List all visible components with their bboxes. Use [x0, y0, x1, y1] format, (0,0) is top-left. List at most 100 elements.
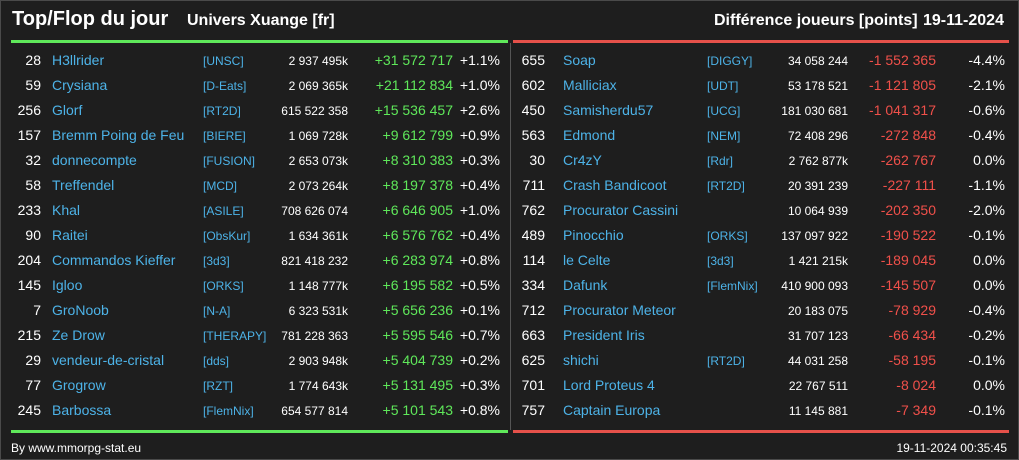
player-name-link[interactable]: Grogrow	[52, 377, 106, 393]
points-cell: 2 937 495k	[288, 54, 348, 68]
points-cell: 1 069 728k	[288, 129, 348, 143]
percent-cell: +0.8%	[459, 252, 500, 268]
player-name-link[interactable]: Edmond	[563, 127, 616, 143]
alliance-tag-link[interactable]: [Rdr]	[707, 154, 734, 168]
player-name-link[interactable]: President Iris	[563, 327, 645, 343]
diff-cell: -227 111	[882, 177, 936, 193]
diff-cell: +5 131 495	[382, 377, 453, 393]
diff-cell: +5 404 739	[382, 352, 453, 368]
flop-row: 711 Crash Bandicoot [RT2D] 20 391 239 -227 1…	[511, 173, 1018, 198]
rank-cell: 145	[17, 277, 41, 293]
player-name-link[interactable]: Captain Europa	[563, 402, 661, 418]
alliance-tag-link[interactable]: [ORKS]	[203, 279, 244, 293]
points-cell: 2 073 264k	[288, 179, 348, 193]
diff-cell: +31 572 717	[374, 52, 453, 68]
player-name-link[interactable]: Lord Proteus 4	[563, 377, 655, 393]
alliance-tag-link[interactable]: [D-Eats]	[203, 79, 247, 93]
rank-cell: 90	[25, 227, 41, 243]
top-row: 59 Crysiana [D-Eats] 2 069 365k +21 112 834 +…	[1, 73, 510, 98]
top-row: 28 H3llrider [UNSC] 2 937 495k +31 572 717 +1…	[1, 48, 510, 73]
alliance-tag-link[interactable]: [ORKS]	[707, 229, 748, 243]
player-name-link[interactable]: Pinocchio	[563, 227, 624, 243]
percent-cell: -2.1%	[968, 77, 1005, 93]
player-name-link[interactable]: Glorf	[52, 102, 83, 118]
percent-cell: +0.1%	[459, 302, 500, 318]
player-name-link[interactable]: le Celte	[563, 252, 611, 268]
diff-cell: +21 112 834	[375, 77, 453, 93]
player-name-link[interactable]: Ze Drow	[52, 327, 105, 343]
alliance-tag-link[interactable]: [3d3]	[707, 254, 734, 268]
player-name-link[interactable]: Cr4zY	[563, 152, 602, 168]
alliance-tag-link[interactable]: [MCD]	[203, 179, 237, 193]
top-accent-bar-bottom	[11, 430, 508, 433]
alliance-tag-link[interactable]: [N-A]	[203, 304, 231, 318]
player-name-link[interactable]: Crysiana	[52, 77, 108, 93]
diff-cell: -189 045	[880, 252, 936, 268]
points-cell: 2 069 365k	[288, 79, 348, 93]
player-name-link[interactable]: H3llrider	[52, 52, 105, 68]
alliance-tag-link[interactable]: [ObsKur]	[203, 229, 251, 243]
points-cell: 20 391 239	[787, 179, 848, 193]
alliance-tag-link[interactable]: [FlemNix]	[203, 404, 254, 418]
player-name-link[interactable]: vendeur-de-cristal	[52, 352, 165, 368]
player-name-link[interactable]: shichi	[563, 352, 599, 368]
percent-cell: -0.1%	[968, 227, 1005, 243]
alliance-tag-link[interactable]: [BIERE]	[203, 129, 246, 143]
player-name-link[interactable]: Barbossa	[52, 402, 112, 418]
alliance-tag-link[interactable]: [FlemNix]	[707, 279, 758, 293]
alliance-tag-link[interactable]: [THERAPY]	[203, 329, 267, 343]
points-cell: 10 064 939	[787, 204, 848, 218]
percent-cell: +0.3%	[459, 152, 500, 168]
percent-cell: +0.8%	[459, 402, 500, 418]
diff-cell: +6 576 762	[382, 227, 453, 243]
rank-cell: 204	[17, 252, 41, 268]
diff-cell: -58 195	[888, 352, 936, 368]
rank-cell: 602	[521, 77, 545, 93]
player-name-link[interactable]: Treffendel	[52, 177, 115, 193]
alliance-tag-link[interactable]: [UDT]	[707, 79, 739, 93]
alliance-tag-link[interactable]: [RT2D]	[707, 354, 745, 368]
player-name-link[interactable]: Soap	[563, 52, 596, 68]
player-name-link[interactable]: Raitei	[52, 227, 88, 243]
player-name-link[interactable]: GroNoob	[52, 302, 109, 318]
top-row: 58 Treffendel [MCD] 2 073 264k +8 197 378 +0.…	[1, 173, 510, 198]
column-divider	[510, 43, 511, 430]
points-cell: 34 058 244	[787, 54, 848, 68]
player-name-link[interactable]: Crash Bandicoot	[563, 177, 667, 193]
player-name-link[interactable]: Igloo	[52, 277, 83, 293]
points-cell: 20 183 075	[787, 304, 848, 318]
points-cell: 22 767 511	[788, 379, 848, 393]
alliance-tag-link[interactable]: [NEM]	[707, 129, 741, 143]
alliance-tag-link[interactable]: [ASILE]	[203, 204, 244, 218]
player-name-link[interactable]: Bremm Poing de Feu	[52, 127, 185, 143]
flop-row: 489 Pinocchio [ORKS] 137 097 922 -190 522 -0.…	[511, 223, 1018, 248]
diff-cell: +5 656 236	[382, 302, 453, 318]
alliance-tag-link[interactable]: [UCG]	[707, 104, 741, 118]
percent-cell: +1.0%	[459, 77, 500, 93]
player-name-link[interactable]: Procurator Cassini	[563, 202, 679, 218]
alliance-tag-link[interactable]: [dds]	[203, 354, 230, 368]
diff-cell: -7 349	[896, 402, 936, 418]
flop-row: 762 Procurator Cassini 10 064 939 -202 350 -…	[511, 198, 1018, 223]
alliance-tag-link[interactable]: [RZT]	[203, 379, 233, 393]
rank-cell: 245	[17, 402, 41, 418]
player-name-link[interactable]: Dafunk	[563, 277, 608, 293]
diff-cell: +6 646 905	[382, 202, 453, 218]
top-row: 233 Khal [ASILE] 708 626 074 +6 646 905 +1.0%	[1, 198, 510, 223]
flop-row: 114 le Celte [3d3] 1 421 215k -189 045 0.0%	[511, 248, 1018, 273]
diff-cell: -1 552 365	[869, 52, 936, 68]
alliance-tag-link[interactable]: [DIGGY]	[707, 54, 753, 68]
points-cell: 1 148 777k	[288, 279, 348, 293]
alliance-tag-link[interactable]: [RT2D]	[203, 104, 241, 118]
alliance-tag-link[interactable]: [RT2D]	[707, 179, 745, 193]
percent-cell: +0.5%	[459, 277, 500, 293]
player-name-link[interactable]: Khal	[52, 202, 81, 218]
alliance-tag-link[interactable]: [UNSC]	[203, 54, 244, 68]
player-name-link[interactable]: Procurator Meteor	[563, 302, 676, 318]
alliance-tag-link[interactable]: [3d3]	[203, 254, 230, 268]
player-name-link[interactable]: Commandos Kieffer	[52, 252, 176, 268]
player-name-link[interactable]: donnecompte	[52, 152, 137, 168]
player-name-link[interactable]: Samisherdu57	[563, 102, 654, 118]
alliance-tag-link[interactable]: [FUSION]	[203, 154, 256, 168]
player-name-link[interactable]: Malliciax	[563, 77, 617, 93]
